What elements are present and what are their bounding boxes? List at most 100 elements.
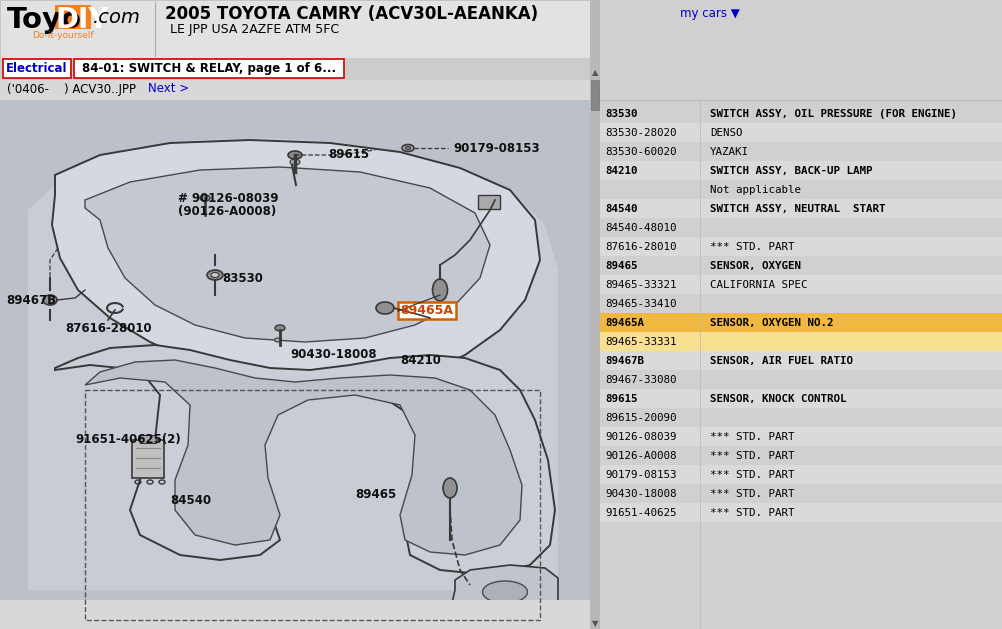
Text: 89615-20090: 89615-20090	[604, 413, 675, 423]
Ellipse shape	[275, 338, 282, 342]
Text: 89465-33410: 89465-33410	[604, 299, 675, 309]
Bar	[478, 195, 500, 209]
Text: 84-01: SWITCH & RELAY, page 1 of 6...: 84-01: SWITCH & RELAY, page 1 of 6...	[82, 62, 336, 75]
Polygon shape	[52, 140, 539, 380]
Text: SENSOR, OXYGEN NO.2: SENSOR, OXYGEN NO.2	[709, 318, 833, 328]
Text: 89465A: 89465A	[400, 304, 453, 317]
Bar	[599, 218, 1002, 237]
Text: Do-it-yourself: Do-it-yourself	[32, 31, 93, 40]
Text: 84210: 84210	[604, 167, 637, 177]
Bar	[590, 80, 598, 110]
Text: *** STD. PART: *** STD. PART	[709, 489, 794, 499]
Bar	[0, 600, 589, 629]
Text: 90179-08153: 90179-08153	[453, 143, 539, 155]
Text: 83530: 83530	[221, 272, 263, 284]
Bar	[599, 104, 1002, 123]
Bar	[599, 389, 1002, 408]
Bar	[589, 0, 599, 629]
Ellipse shape	[288, 151, 302, 159]
Text: 83530-60020: 83530-60020	[604, 147, 675, 157]
Text: *** STD. PART: *** STD. PART	[709, 470, 794, 481]
Text: my cars ▼: my cars ▼	[679, 7, 739, 20]
Bar	[599, 351, 1002, 370]
Ellipse shape	[210, 272, 218, 277]
Bar	[132, 440, 164, 478]
Text: *** STD. PART: *** STD. PART	[709, 508, 794, 518]
Text: 89465-33331: 89465-33331	[604, 337, 675, 347]
Text: SWITCH ASSY, NEUTRAL  START: SWITCH ASSY, NEUTRAL START	[709, 204, 885, 214]
Text: SENSOR, OXYGEN: SENSOR, OXYGEN	[709, 262, 801, 272]
Ellipse shape	[376, 302, 394, 314]
Text: 91651-40625: 91651-40625	[604, 508, 675, 518]
Text: 89465-33321: 89465-33321	[604, 281, 675, 291]
Text: 90430-18008: 90430-18008	[290, 348, 376, 362]
Text: 91651-40625(2): 91651-40625(2)	[75, 433, 180, 447]
Text: 84540-48010: 84540-48010	[604, 223, 675, 233]
Text: SENSOR, KNOCK CONTROL: SENSOR, KNOCK CONTROL	[709, 394, 846, 404]
Text: CALIFORNIA SPEC: CALIFORNIA SPEC	[709, 281, 807, 291]
Polygon shape	[452, 565, 557, 620]
Text: ▲: ▲	[591, 69, 597, 77]
Text: *** STD. PART: *** STD. PART	[709, 242, 794, 252]
Text: 87616-28010: 87616-28010	[65, 321, 151, 335]
Bar	[599, 275, 1002, 294]
Bar	[599, 427, 1002, 446]
Bar	[599, 484, 1002, 503]
Bar	[599, 332, 1002, 351]
Text: 2005 TOYOTA CAMRY (ACV30L-AEANKA): 2005 TOYOTA CAMRY (ACV30L-AEANKA)	[165, 5, 538, 23]
Bar	[599, 180, 1002, 199]
Bar	[599, 370, 1002, 389]
Bar	[599, 465, 1002, 484]
Text: YAZAKI: YAZAKI	[709, 147, 748, 157]
Bar	[398, 302, 456, 319]
Text: 90430-18008: 90430-18008	[604, 489, 675, 499]
Text: *** STD. PART: *** STD. PART	[709, 452, 794, 462]
Text: 89615: 89615	[604, 394, 637, 404]
Polygon shape	[55, 345, 554, 575]
Bar	[599, 199, 1002, 218]
Ellipse shape	[432, 279, 447, 301]
Text: 84540: 84540	[169, 494, 210, 506]
Text: *** STD. PART: *** STD. PART	[709, 433, 794, 442]
Bar	[0, 100, 589, 629]
Bar	[599, 313, 1002, 332]
Bar	[3, 59, 71, 78]
Bar	[599, 294, 1002, 313]
Text: 90179-08153: 90179-08153	[604, 470, 675, 481]
Ellipse shape	[405, 147, 410, 150]
Ellipse shape	[275, 325, 285, 331]
Bar	[599, 0, 1002, 629]
Text: 89465: 89465	[355, 489, 396, 501]
Text: Toyo: Toyo	[7, 6, 82, 34]
Text: 83530-28020: 83530-28020	[604, 128, 675, 138]
Text: SENSOR, AIR FUEL RATIO: SENSOR, AIR FUEL RATIO	[709, 357, 852, 367]
Text: 87616-28010: 87616-28010	[604, 242, 675, 252]
Bar	[599, 161, 1002, 180]
Text: Not applicable: Not applicable	[709, 186, 801, 196]
Bar	[0, 80, 589, 100]
Bar	[599, 142, 1002, 161]
Ellipse shape	[482, 581, 527, 603]
Text: 89615: 89615	[328, 147, 369, 160]
Polygon shape	[28, 138, 557, 590]
Bar	[74, 59, 344, 78]
Bar	[599, 256, 1002, 275]
Text: 89465: 89465	[604, 262, 637, 272]
Text: SWITCH ASSY, OIL PRESSURE (FOR ENGINE): SWITCH ASSY, OIL PRESSURE (FOR ENGINE)	[709, 109, 956, 120]
Bar	[0, 58, 1002, 80]
Text: 89467-33080: 89467-33080	[604, 376, 675, 386]
Text: 84210: 84210	[400, 353, 441, 367]
Polygon shape	[85, 360, 521, 555]
Text: DENSO: DENSO	[709, 128, 741, 138]
Text: Next >: Next >	[148, 82, 189, 96]
Text: SWITCH ASSY, BACK-UP LAMP: SWITCH ASSY, BACK-UP LAMP	[709, 167, 872, 177]
Ellipse shape	[402, 145, 414, 152]
Bar	[599, 408, 1002, 427]
Bar	[140, 435, 156, 443]
Bar	[599, 446, 1002, 465]
Text: ▼: ▼	[591, 620, 597, 628]
Ellipse shape	[290, 159, 300, 165]
Text: 84540: 84540	[604, 204, 637, 214]
Text: 89465A: 89465A	[604, 318, 643, 328]
Text: 89467B: 89467B	[6, 294, 56, 306]
